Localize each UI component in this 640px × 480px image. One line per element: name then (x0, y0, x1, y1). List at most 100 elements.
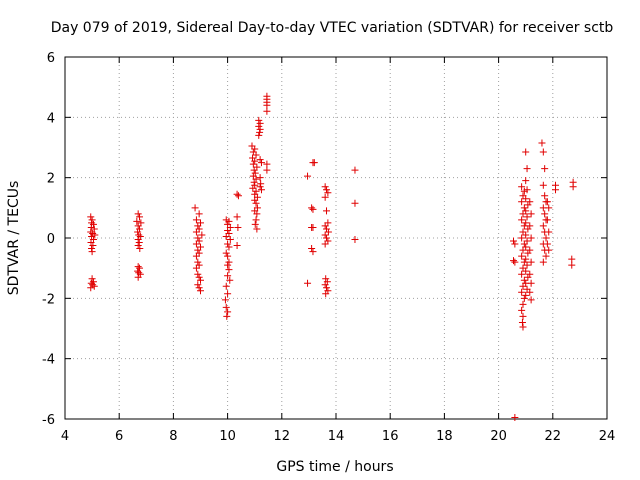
data-point (545, 246, 553, 254)
data-point (257, 186, 265, 194)
x-tick-label: 20 (490, 429, 507, 444)
data-point (526, 222, 534, 230)
data-point (527, 258, 535, 266)
data-point (539, 181, 547, 189)
data-point (538, 139, 546, 147)
x-tick-label: 24 (599, 429, 616, 444)
data-point (255, 131, 263, 139)
data-point (545, 204, 553, 212)
x-tick-label: 10 (219, 429, 236, 444)
data-point (351, 166, 359, 174)
data-point (543, 198, 551, 206)
data-point (518, 234, 526, 242)
data-point (136, 225, 144, 233)
y-tick-labels: -6 -4 -2 0 2 4 6 (42, 51, 55, 428)
data-point (321, 240, 329, 248)
data-point (256, 174, 264, 182)
data-point (522, 291, 530, 299)
data-point (252, 216, 260, 224)
data-point (518, 198, 526, 206)
data-point (233, 190, 241, 198)
data-point (252, 199, 260, 207)
data-point (519, 323, 527, 331)
y-tick-label: 4 (47, 111, 55, 126)
x-tick-labels: 4 6 8 10 12 14 16 18 20 22 24 (61, 429, 615, 444)
data-point (323, 225, 331, 233)
data-point (321, 222, 329, 230)
data-point (192, 228, 200, 236)
data-point (518, 252, 526, 260)
data-point (321, 183, 329, 191)
data-point (249, 160, 257, 168)
data-point (310, 159, 318, 167)
data-point (222, 303, 230, 311)
data-point (309, 248, 317, 256)
data-point (134, 222, 142, 230)
data-point (251, 169, 259, 177)
y-tick-label: 6 (47, 51, 55, 66)
data-point (309, 205, 317, 213)
data-point (198, 231, 206, 239)
data-point (91, 231, 99, 239)
data-point (511, 413, 519, 421)
data-point (136, 213, 144, 221)
data-point (134, 273, 142, 281)
data-point (518, 183, 526, 191)
data-point (539, 222, 547, 230)
data-point (136, 264, 144, 272)
data-point (194, 246, 202, 254)
data-point (224, 240, 232, 248)
x-tick-label: 6 (115, 429, 123, 444)
data-point (569, 183, 577, 191)
data-point (543, 216, 551, 224)
data-point (304, 172, 312, 180)
data-point (133, 217, 141, 225)
data-point (545, 228, 553, 236)
data-point (520, 204, 528, 212)
data-point (308, 245, 316, 253)
data-point (194, 258, 202, 266)
data-point (192, 216, 200, 224)
data-point (226, 236, 234, 244)
data-point (542, 234, 550, 242)
data-point (309, 223, 317, 231)
data-point (233, 242, 241, 250)
data-point (192, 240, 200, 248)
data-point (518, 216, 526, 224)
data-point (522, 219, 530, 227)
data-point (524, 273, 532, 281)
data-point (523, 213, 531, 221)
data-point (90, 282, 98, 290)
data-point (321, 281, 329, 289)
data-point (351, 236, 359, 244)
data-point (89, 281, 97, 289)
data-point (351, 199, 359, 207)
data-point (135, 231, 143, 239)
data-point (251, 181, 259, 189)
data-point (324, 228, 332, 236)
data-point (87, 279, 95, 287)
data-point (87, 284, 95, 292)
x-tick-label: 4 (61, 429, 69, 444)
data-point (542, 252, 550, 260)
data-point (226, 276, 234, 284)
data-point (197, 276, 204, 284)
chart-title: Day 079 of 2019, Sidereal Day-to-day VTE… (51, 20, 614, 36)
y-tick-label: -6 (42, 413, 55, 428)
data-point (253, 210, 261, 218)
data-point (543, 240, 551, 248)
data-point (522, 207, 530, 215)
data-point (520, 294, 528, 302)
data-point (541, 165, 549, 173)
data-point (88, 248, 96, 256)
x-axis-label: GPS time / hours (276, 459, 393, 475)
data-point (321, 231, 329, 239)
data-point (195, 284, 203, 292)
data-point (518, 306, 526, 314)
data-point (234, 223, 242, 231)
data-point (224, 272, 232, 280)
y-tick-label: -2 (42, 292, 55, 307)
data-point (522, 231, 530, 239)
data-point (511, 258, 519, 266)
